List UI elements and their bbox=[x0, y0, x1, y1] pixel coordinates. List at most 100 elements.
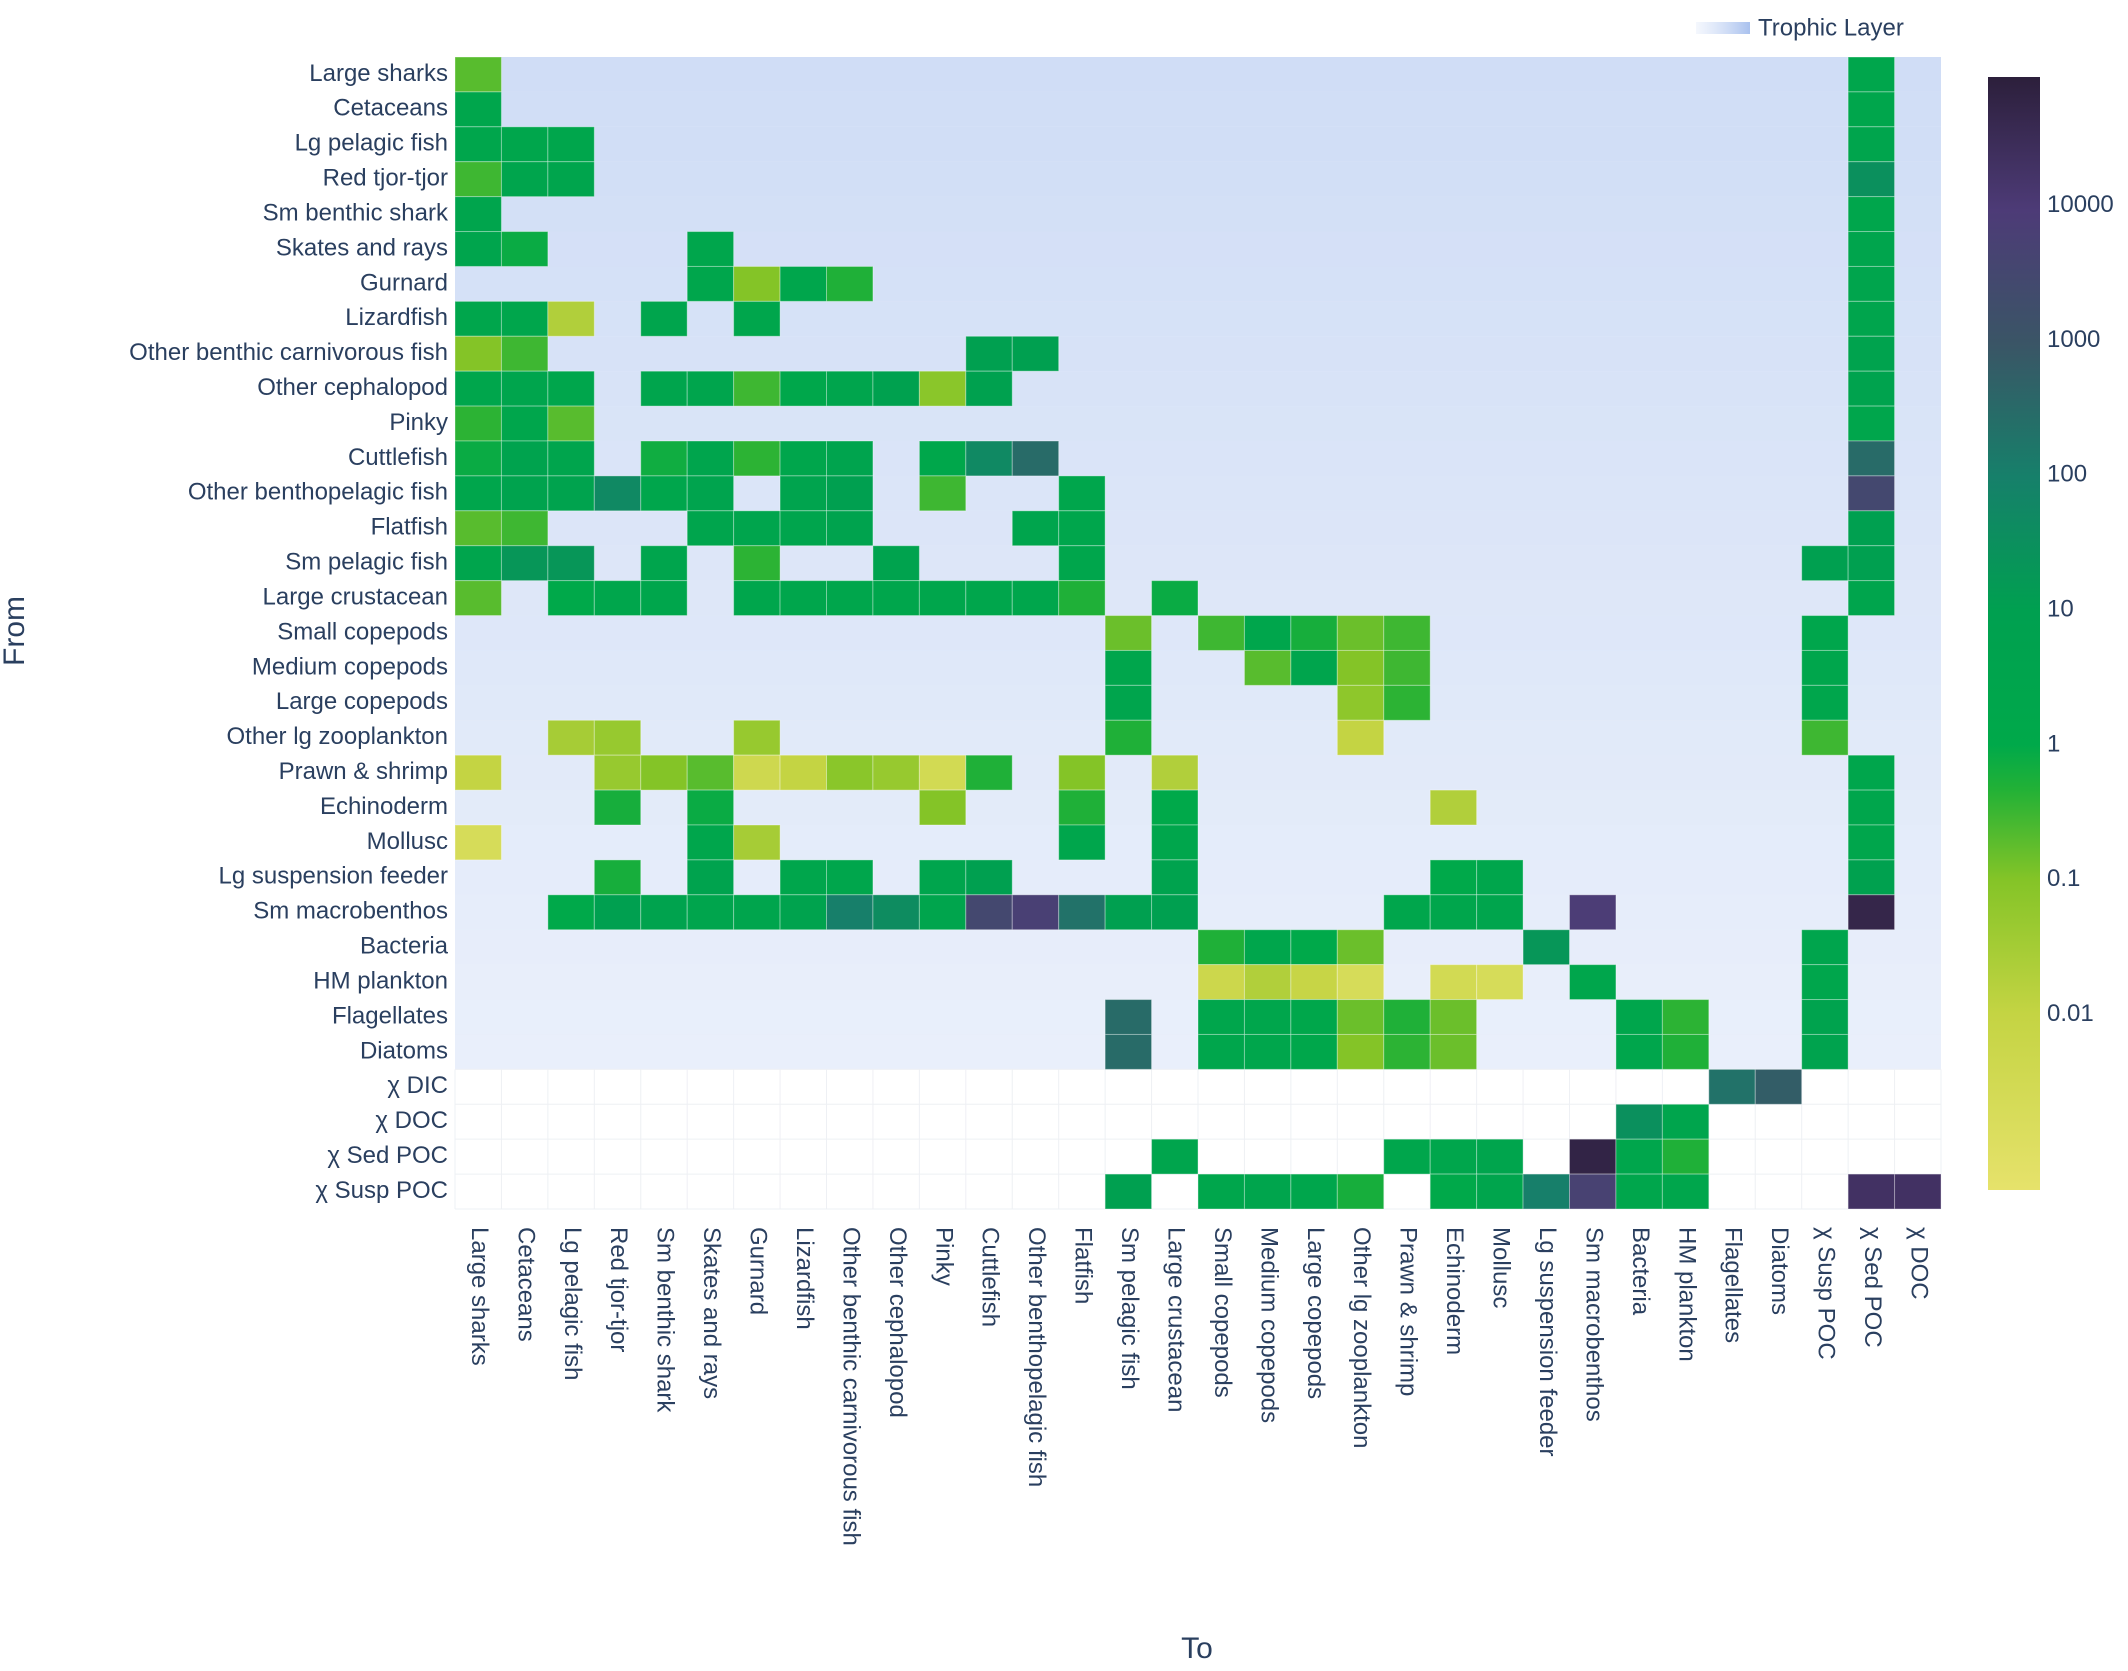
heatmap-cell bbox=[593, 754, 642, 791]
heatmap-cell bbox=[686, 894, 735, 931]
x-axis-title: To bbox=[1181, 1632, 1213, 1665]
heatmap-cell bbox=[1336, 649, 1385, 686]
y-tick-label: Large crustacean bbox=[263, 583, 448, 610]
heatmap-cell bbox=[1847, 91, 1896, 128]
heatmap-cell bbox=[1754, 1068, 1803, 1105]
heatmap-cell bbox=[1615, 1103, 1663, 1140]
heatmap-cell bbox=[779, 754, 827, 791]
colorbar-tick-label: 1 bbox=[2047, 730, 2060, 757]
heatmap-cell bbox=[454, 510, 502, 547]
heatmap-cell bbox=[1383, 615, 1431, 651]
heatmap-cell bbox=[454, 824, 502, 861]
heatmap-cell bbox=[1151, 824, 1199, 861]
y-tick-label: Sm pelagic fish bbox=[285, 549, 448, 576]
heatmap-cell bbox=[547, 475, 595, 512]
heatmap-cell bbox=[1011, 580, 1060, 617]
heatmap-cell bbox=[1801, 684, 1849, 721]
y-tick-label: Large copepods bbox=[276, 688, 448, 715]
heatmap-cell bbox=[1429, 1033, 1478, 1070]
heatmap-cell bbox=[918, 859, 967, 896]
heatmap-cell bbox=[1011, 440, 1060, 477]
y-tick-label: Small copepods bbox=[277, 618, 448, 645]
trophic-band bbox=[455, 231, 1941, 267]
heatmap-cell bbox=[1847, 859, 1896, 896]
heatmap-cell bbox=[500, 405, 549, 442]
x-tick-label: Red tjor-tjor bbox=[605, 1227, 632, 1352]
heatmap-cell bbox=[733, 754, 781, 791]
heatmap-cell bbox=[1801, 964, 1849, 1001]
heatmap-cell bbox=[1429, 1173, 1478, 1210]
heatmap-cell bbox=[733, 824, 781, 861]
heatmap-cell bbox=[779, 894, 827, 931]
trophic-band bbox=[455, 406, 1941, 441]
heatmap-cell bbox=[872, 545, 920, 582]
trophic-band bbox=[455, 510, 1941, 546]
heatmap-cell bbox=[454, 370, 502, 407]
heatmap-cell bbox=[500, 231, 549, 267]
heatmap-cells bbox=[454, 56, 1942, 1210]
heatmap-cell bbox=[872, 754, 920, 791]
y-tick-label: χ DIC bbox=[387, 1072, 448, 1099]
heatmap-cell bbox=[454, 405, 502, 442]
heatmap-cell bbox=[1336, 1033, 1385, 1070]
heatmap-cell bbox=[454, 475, 502, 512]
heatmap-cell bbox=[1661, 1103, 1710, 1140]
heatmap-cell bbox=[965, 859, 1013, 896]
heatmap-cell bbox=[1847, 196, 1896, 233]
heatmap-cell bbox=[1847, 580, 1896, 617]
heatmap-cell bbox=[1429, 894, 1478, 931]
heatmap-cell bbox=[1336, 615, 1385, 651]
heatmap-cell bbox=[500, 510, 549, 547]
heatmap-cell bbox=[547, 405, 595, 442]
heatmap-cell bbox=[1336, 929, 1385, 966]
heatmap-cell bbox=[593, 719, 642, 756]
heatmap-cell bbox=[454, 580, 502, 617]
heatmap-cell bbox=[1522, 929, 1570, 966]
heatmap-cell bbox=[1058, 824, 1106, 861]
y-tick-label: χ DOC bbox=[375, 1107, 448, 1134]
heatmap-cell bbox=[1151, 789, 1199, 826]
trophic-band bbox=[455, 545, 1941, 581]
heatmap-cell bbox=[1197, 1173, 1245, 1210]
x-tick-label: χ Sed POC bbox=[1859, 1227, 1886, 1348]
heatmap-cell bbox=[1151, 1138, 1199, 1175]
heatmap-cell bbox=[1058, 545, 1106, 582]
heatmap-cell bbox=[1383, 894, 1431, 931]
heatmap-cell bbox=[547, 126, 595, 163]
heatmap-cell bbox=[826, 859, 874, 896]
axis-labels: Large sharks Cetaceans Lg pelagic fish Red … bbox=[129, 60, 1932, 1546]
heatmap-cell bbox=[733, 510, 781, 547]
heatmap-cell bbox=[547, 545, 595, 582]
x-tick-label: Cuttlefish bbox=[977, 1227, 1004, 1327]
heatmap-cell bbox=[1847, 300, 1896, 337]
heatmap-cell bbox=[1847, 894, 1896, 931]
y-tick-label: Cuttlefish bbox=[348, 444, 448, 471]
heatmap-cell bbox=[454, 335, 502, 372]
x-tick-label: Flagellates bbox=[1720, 1227, 1747, 1343]
x-tick-label: Large copepods bbox=[1302, 1227, 1329, 1399]
heatmap-cell bbox=[1151, 859, 1199, 896]
heatmap-cell bbox=[965, 440, 1013, 477]
heatmap-cell bbox=[454, 126, 502, 163]
heatmap-cell bbox=[1476, 859, 1524, 896]
heatmap-cell bbox=[1661, 1033, 1710, 1070]
heatmap-cell bbox=[733, 580, 781, 617]
heatmap-cell bbox=[1615, 1173, 1663, 1210]
heatmap-cell bbox=[1243, 1173, 1292, 1210]
heatmap-cell bbox=[1615, 1033, 1663, 1070]
y-tick-label: Skates and rays bbox=[276, 234, 448, 261]
heatmap-cell bbox=[918, 370, 967, 407]
heatmap-cell bbox=[1151, 894, 1199, 931]
heatmap-cell bbox=[1383, 649, 1431, 686]
heatmap-cell bbox=[500, 126, 549, 163]
heatmap-cell bbox=[1104, 894, 1153, 931]
heatmap-cell bbox=[1290, 649, 1338, 686]
heatmap-cell bbox=[1104, 649, 1153, 686]
heatmap-cell bbox=[1429, 859, 1478, 896]
y-tick-label: Flagellates bbox=[332, 1002, 448, 1029]
heatmap-cell bbox=[1151, 754, 1199, 791]
y-tick-label: Cetaceans bbox=[333, 95, 448, 122]
x-tick-label: Other benthopelagic fish bbox=[1023, 1227, 1050, 1487]
heatmap-cell bbox=[779, 370, 827, 407]
